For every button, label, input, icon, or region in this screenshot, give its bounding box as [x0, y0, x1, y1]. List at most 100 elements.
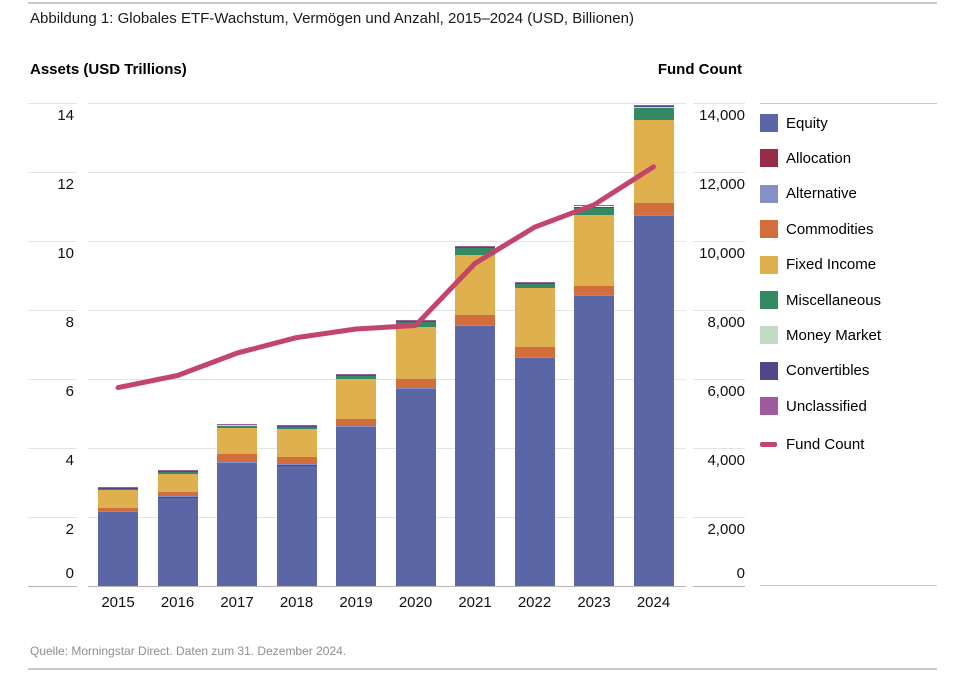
legend-label: Unclassified	[786, 397, 867, 415]
bottom-border	[28, 668, 937, 670]
legend-label: Allocation	[786, 149, 852, 167]
bar-segment-alternative	[574, 294, 614, 296]
right-axis-tick-label: 2,000	[707, 521, 745, 538]
bar-segment-convertibles	[336, 374, 376, 376]
x-axis-year-label: 2015	[101, 594, 135, 611]
bar-segment-equity	[276, 464, 317, 586]
left-axis-title: Assets (USD Trillions)	[30, 61, 187, 78]
gridline	[28, 586, 77, 587]
bar-segment-equity	[395, 388, 436, 586]
gridline	[88, 517, 686, 518]
gridline	[88, 379, 686, 380]
legend-item-money_market: Money Market	[760, 325, 881, 345]
bar-segment-alternative	[455, 324, 495, 326]
bar-segment-unclassified	[514, 281, 555, 283]
legend-swatch-commodities	[760, 220, 778, 239]
legend-label: Money Market	[786, 326, 882, 344]
bar-segment-miscellaneous	[574, 207, 614, 215]
fund-count-line	[115, 164, 656, 391]
legend-label: Fixed Income	[786, 256, 877, 274]
bar-segment-commodities	[157, 492, 198, 497]
bar-segment-commodities	[336, 419, 376, 426]
legend-item-unclassified: Unclassified	[760, 396, 867, 416]
right-axis-tick-label: 6,000	[707, 383, 745, 400]
left-axis-tick-label: 2	[65, 521, 74, 538]
gridline	[693, 379, 745, 380]
right-axis-tick-label: 12,000	[699, 176, 745, 193]
gridline	[28, 310, 77, 311]
bar-segment-equity	[574, 295, 614, 586]
legend-swatch-allocation	[760, 149, 778, 168]
bar-segment-fixed_income	[633, 119, 674, 203]
legend-swatch-alternative	[760, 184, 778, 203]
bar-segment-unclassified	[395, 320, 436, 322]
gridline	[693, 241, 745, 242]
bar-segment-convertibles	[217, 424, 257, 426]
bar-segment-fixed_income	[336, 379, 376, 420]
right-axis-tick-label: 8,000	[707, 314, 745, 331]
bar-segment-convertibles	[395, 321, 436, 323]
bar-segment-convertibles	[633, 106, 674, 108]
footer-source: Quelle: Morningstar Direct. Daten zum 31…	[30, 644, 347, 658]
bar-segment-unclassified	[633, 105, 674, 107]
right-axis-title: Fund Count	[657, 61, 742, 78]
bar-segment-unclassified	[217, 423, 257, 425]
legend-label: Convertibles	[786, 362, 870, 380]
bar-segment-commodities	[217, 454, 257, 463]
x-axis-year-label: 2021	[458, 594, 492, 611]
bar-segment-convertibles	[514, 282, 555, 284]
right-axis-tick-label: 0	[736, 565, 745, 582]
left-axis: 0 2 4 6 8 10 12 14	[28, 103, 77, 587]
bar-segment-unclassified	[336, 373, 376, 375]
gridline	[693, 448, 745, 449]
legend-item-allocation: Allocation	[760, 148, 851, 168]
bar-segment-miscellaneous	[336, 375, 376, 379]
legend-item-equity: Equity	[760, 113, 828, 133]
right-axis-tick-label: 4,000	[707, 452, 745, 469]
bar-segment-commodities	[514, 346, 555, 357]
bar-segment-fixed_income	[157, 473, 198, 493]
gridline	[88, 172, 686, 173]
right-axis: 0 2,000 4,000 6,000 8,000 10,000 12,000 14,000	[693, 103, 745, 587]
legend-item-fund-count: Fund Count	[760, 434, 864, 454]
x-axis-year-label: 2020	[398, 594, 433, 611]
bar-segment-equity	[455, 325, 495, 586]
right-axis-tick-label: 10,000	[699, 245, 745, 262]
legend-swatch-equity	[760, 114, 778, 132]
x-axis-year-label: 2018	[279, 594, 314, 611]
bar-segment-fixed_income	[98, 489, 138, 508]
gridline	[88, 241, 686, 242]
legend-item-alternative: Alternative	[760, 184, 857, 204]
legend-swatch-unclassified	[760, 397, 778, 416]
x-axis-year-label: 2023	[577, 594, 611, 611]
bar-segment-alternative	[98, 511, 138, 513]
legend-item-fixed_income: Fixed Income	[760, 255, 876, 275]
left-axis-tick-label: 6	[65, 383, 74, 400]
gridline	[693, 310, 745, 311]
bar-segment-equity	[336, 426, 376, 586]
x-axis-year-label: 2016	[160, 594, 195, 611]
bar-segment-equity	[98, 511, 138, 586]
bar-segment-miscellaneous	[276, 426, 317, 429]
gridline	[693, 103, 745, 104]
gridline	[28, 448, 77, 449]
bar-segment-convertibles	[455, 246, 495, 248]
gridline	[28, 379, 77, 380]
bar-segment-equity	[514, 357, 555, 586]
bar-segment-commodities	[455, 314, 495, 325]
bar-segment-fixed_income	[276, 428, 317, 457]
legend-label: Commodities	[786, 220, 874, 238]
bar-segment-commodities	[98, 507, 138, 512]
legend: Equity Allocation Alternative Commodities Fi…	[760, 103, 937, 586]
legend-label: Miscellaneous	[786, 291, 882, 309]
top-border	[28, 2, 937, 4]
gridline	[88, 103, 686, 104]
bar-segment-convertibles	[276, 425, 317, 427]
bar-segment-commodities	[574, 285, 614, 295]
bar-segment-unclassified	[98, 487, 138, 489]
gridline	[88, 586, 686, 587]
gridline	[693, 172, 745, 173]
legend-item-convertibles: Convertibles	[760, 361, 869, 381]
x-axis-year-label: 2019	[339, 594, 373, 611]
